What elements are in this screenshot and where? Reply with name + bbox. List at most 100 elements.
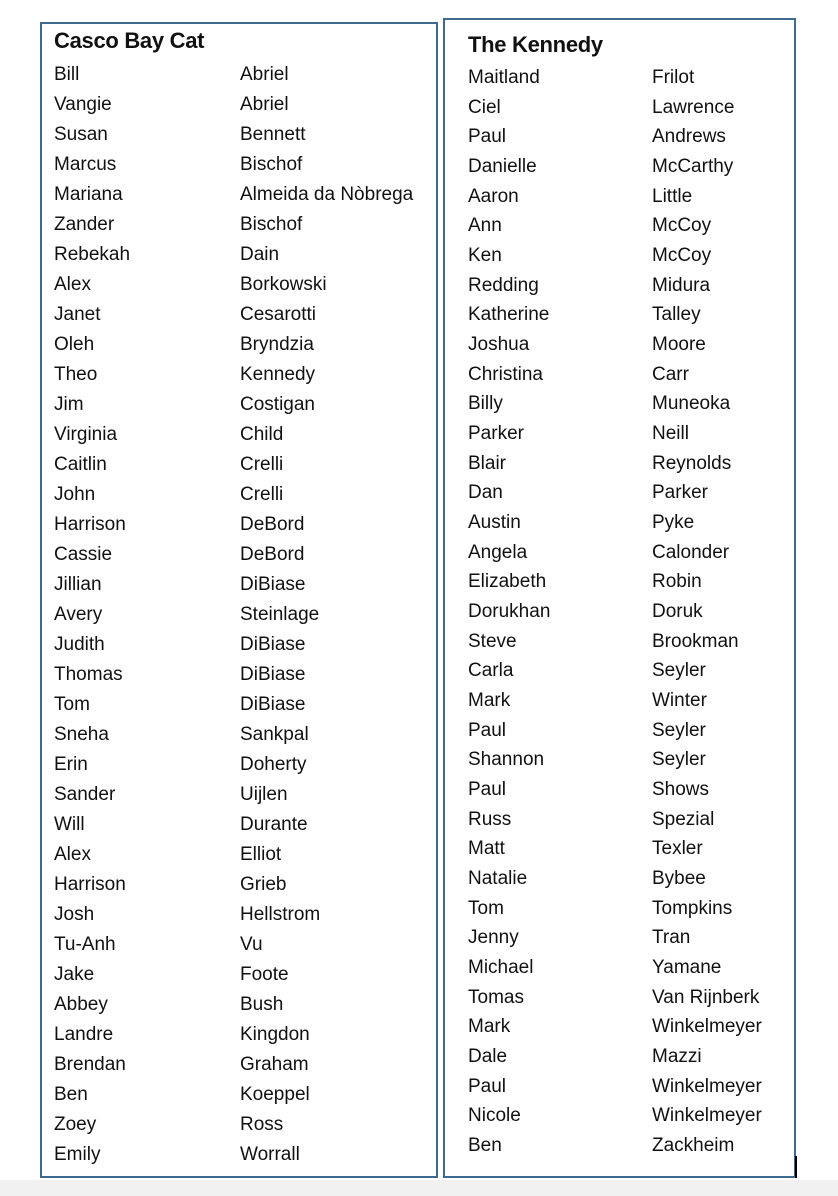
first-name: Billy <box>468 393 503 415</box>
first-name: John <box>54 484 96 505</box>
first-name: Cassie <box>54 544 113 565</box>
first-name: Oleh <box>54 334 95 355</box>
first-name: Michael <box>468 957 534 979</box>
last-name: Sankpal <box>240 724 309 745</box>
first-name: Brendan <box>54 1054 126 1075</box>
last-name: Worrall <box>240 1144 300 1165</box>
first-name: Elizabeth <box>468 571 547 593</box>
first-name: Alex <box>54 274 91 295</box>
last-name: Graham <box>240 1054 309 1075</box>
last-name: Frilot <box>652 67 695 88</box>
first-name: Tom <box>54 694 90 715</box>
first-name: Ciel <box>468 96 501 118</box>
first-name: Mariana <box>54 184 123 205</box>
first-name: Tom <box>468 897 504 919</box>
last-name: Little <box>652 185 693 207</box>
last-name: Tompkins <box>652 897 733 919</box>
last-name: Almeida da Nòbrega <box>240 184 414 205</box>
last-name: McCarthy <box>652 156 734 177</box>
first-name: Mark <box>468 1016 511 1038</box>
first-name: Paul <box>468 1075 507 1097</box>
first-name: Danielle <box>468 156 537 177</box>
last-name: Neill <box>652 423 689 445</box>
first-name: Zander <box>54 214 115 235</box>
first-name: Rebekah <box>54 244 131 265</box>
last-name: Shows <box>652 779 710 801</box>
first-name: Alex <box>54 844 91 865</box>
first-name: Abbey <box>54 994 108 1015</box>
last-name: Elliot <box>240 844 282 865</box>
first-name: Avery <box>54 604 103 625</box>
last-name: Doherty <box>240 754 307 775</box>
first-name: Joshua <box>468 334 530 356</box>
first-name: Maitland <box>468 67 540 88</box>
last-name: DeBord <box>240 544 305 565</box>
last-name: McCoy <box>652 215 712 237</box>
first-name: Nicole <box>468 1105 521 1127</box>
first-name: Ken <box>468 245 502 267</box>
first-name: Marcus <box>54 154 117 175</box>
first-name: Dorukhan <box>468 601 551 623</box>
first-name: Susan <box>54 124 108 145</box>
first-name: Will <box>54 814 85 835</box>
last-name: Borkowski <box>240 274 327 295</box>
last-name: Steinlage <box>240 604 320 625</box>
first-name: Harrison <box>54 874 126 895</box>
last-name: Muneoka <box>652 393 731 415</box>
first-name: Jake <box>54 964 95 985</box>
first-name: Virginia <box>54 424 118 445</box>
last-name: Cesarotti <box>240 304 317 325</box>
page-background-band <box>0 1180 838 1196</box>
last-name: Durante <box>240 814 308 835</box>
first-name: Caitlin <box>54 454 107 475</box>
last-name: Carr <box>652 363 689 385</box>
last-name: Bush <box>240 994 284 1015</box>
last-name: Tran <box>652 927 691 949</box>
last-name: Mazzi <box>652 1046 702 1068</box>
first-name: Ben <box>468 1135 502 1157</box>
first-name: Dan <box>468 482 503 504</box>
last-name: Vu <box>240 934 263 955</box>
first-name: Dale <box>468 1046 508 1068</box>
first-name: Jenny <box>468 927 519 949</box>
last-name: Yamane <box>652 957 722 979</box>
last-name: Uijlen <box>240 784 288 805</box>
first-name: Mark <box>468 690 511 712</box>
last-name: Crelli <box>240 484 284 505</box>
last-name: Doruk <box>652 601 703 623</box>
first-name: Christina <box>468 363 543 385</box>
last-name: Abriel <box>240 94 289 115</box>
last-name: Reynolds <box>652 452 732 474</box>
first-name: Tomas <box>468 986 524 1008</box>
last-name: Child <box>240 424 284 445</box>
last-name: Brookman <box>652 630 739 652</box>
last-name: Seyler <box>652 719 706 741</box>
last-name: Winkelmeyer <box>652 1105 762 1127</box>
last-name: Kennedy <box>240 364 316 385</box>
last-name: Talley <box>652 304 701 326</box>
last-name: Ross <box>240 1114 284 1135</box>
first-name: Harrison <box>54 514 126 535</box>
last-name: Bennett <box>240 124 306 145</box>
first-name: Bill <box>54 64 80 85</box>
last-name: DeBord <box>240 514 305 535</box>
first-name: Redding <box>468 274 539 296</box>
last-name: Lawrence <box>652 96 735 118</box>
last-name: Andrews <box>652 126 726 148</box>
first-name: Paul <box>468 126 507 148</box>
last-name: Midura <box>652 274 711 296</box>
last-name: Foote <box>240 964 289 985</box>
last-name: Winkelmeyer <box>652 1016 762 1038</box>
last-name: Zackheim <box>652 1135 735 1157</box>
last-name: Koeppel <box>240 1084 310 1105</box>
last-name: DiBiase <box>240 694 306 715</box>
first-name: Erin <box>54 754 88 775</box>
last-name: Bischof <box>240 214 303 235</box>
last-name: Texler <box>652 838 703 860</box>
first-name: Austin <box>468 512 521 534</box>
first-name: Sneha <box>54 724 109 745</box>
last-name: Bryndzia <box>240 334 314 355</box>
last-name: Spezial <box>652 808 715 830</box>
roster-title: The Kennedy <box>468 32 603 57</box>
first-name: Ben <box>54 1084 88 1105</box>
